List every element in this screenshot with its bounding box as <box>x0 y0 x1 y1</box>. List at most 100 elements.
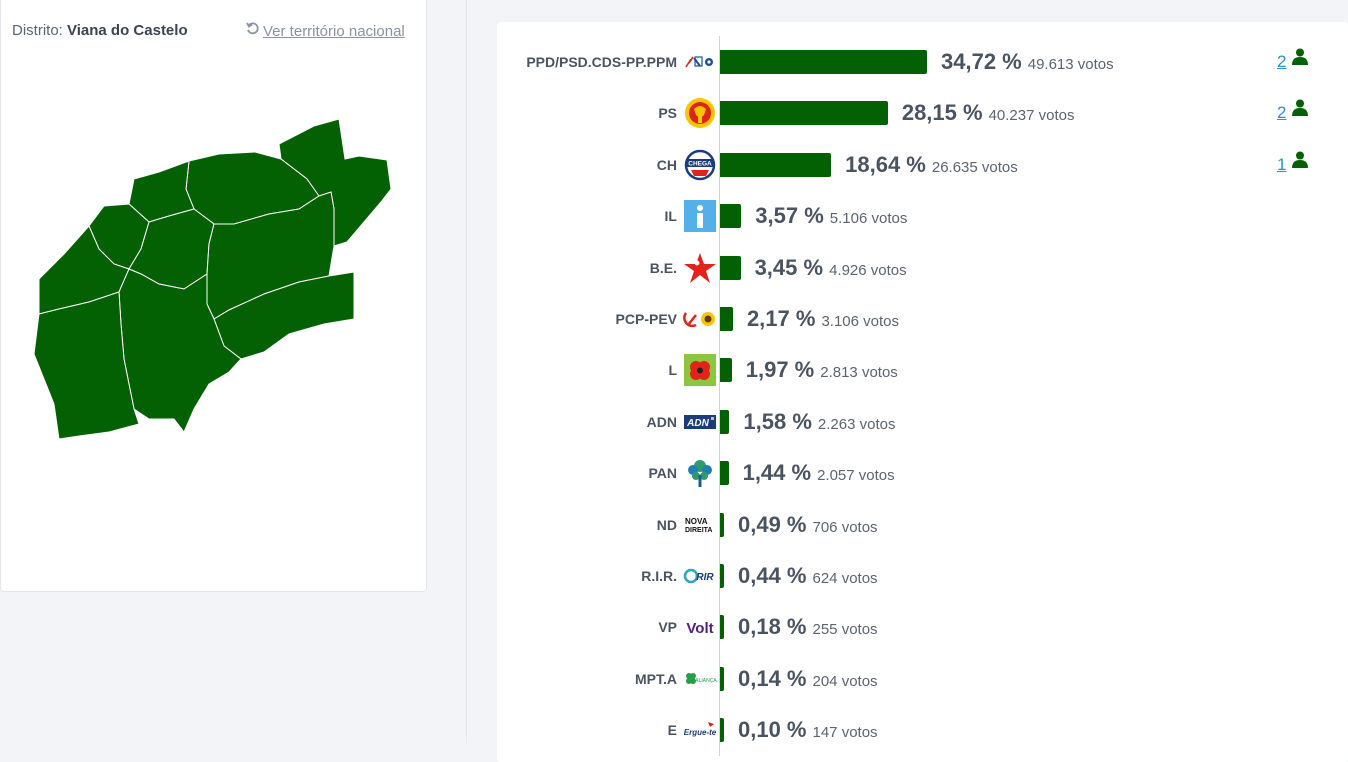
district-map <box>33 118 392 440</box>
result-values: 18,64 % 26.635 votos <box>845 148 1018 182</box>
result-row: MPT.A ALIANÇA 0,14 % 204 votos <box>497 662 1348 696</box>
party-name: PS <box>658 105 677 122</box>
vote-count: 4.926 votos <box>829 261 907 279</box>
seat-count-link[interactable]: 2 <box>1277 103 1287 123</box>
svg-text:ALIANÇA: ALIANÇA <box>695 678 717 684</box>
party-name: IL <box>664 208 677 225</box>
adn-logo: ADN <box>683 406 717 438</box>
result-bar[interactable] <box>720 409 730 434</box>
result-row: B.E. 3,45 % 4.926 votos <box>497 251 1348 285</box>
volt-logo: Volt <box>683 611 717 643</box>
district-map-card: Distrito: Viana do Castelo Ver territóri… <box>0 0 427 592</box>
percentage-value: 3,45 % <box>754 254 824 280</box>
party-name: VP <box>658 619 677 636</box>
chega-logo: CHEGA <box>683 149 717 181</box>
result-bar[interactable] <box>720 564 724 588</box>
chart-axis-line <box>719 36 720 756</box>
party-name: PPD/PSD.CDS-PP.PPM <box>526 54 677 70</box>
percentage-value: 0,44 % <box>738 563 807 588</box>
svg-text:NOVA: NOVA <box>685 517 708 526</box>
rir-logo: RIR <box>683 560 717 592</box>
panel-divider <box>466 0 467 743</box>
district-name: Viana do Castelo <box>67 22 188 39</box>
party-name: ND <box>656 516 677 533</box>
alianca-clover-logo: ALIANÇA <box>683 663 717 695</box>
person-icon <box>1292 44 1309 78</box>
percentage-value: 0,18 % <box>738 614 807 640</box>
ergue-te-logo: Ergue-te <box>683 714 717 746</box>
result-values: 0,14 % 204 votos <box>738 662 878 696</box>
svg-text:Volt: Volt <box>686 620 713 637</box>
percentage-value: 2,17 % <box>746 306 816 331</box>
result-values: 2,17 % 3.106 votos <box>747 302 899 336</box>
result-row: L 1,97 % 2.813 votos <box>497 353 1348 387</box>
party-name: CH <box>656 156 677 173</box>
seat-count-link[interactable]: 2 <box>1277 52 1287 71</box>
party-name: PAN <box>648 465 677 482</box>
percentage-value: 3,57 % <box>755 203 824 229</box>
percentage-value: 1,44 % <box>742 460 812 486</box>
result-row: PPD/PSD.CDS-PP.PPM 34,72 % 49.613 votos 2 <box>497 45 1348 79</box>
vote-count: 147 votos <box>812 724 878 742</box>
result-bar[interactable] <box>720 101 888 126</box>
iniciativa-liberal-logo <box>683 200 717 233</box>
result-row: ND NOVA DIREITA 0,49 % 706 votos <box>497 508 1348 542</box>
result-bar[interactable] <box>720 512 724 537</box>
municipality-viana-castelo[interactable] <box>33 291 140 440</box>
nova-direita-logo: NOVA DIREITA <box>683 509 717 541</box>
result-bar[interactable] <box>720 50 927 74</box>
vote-count: 2.813 votos <box>820 364 898 382</box>
party-name: L <box>668 362 677 379</box>
result-values: 0,49 % 706 votos <box>738 508 878 542</box>
vote-count: 2.057 votos <box>817 467 895 485</box>
party-name: R.I.R. <box>641 568 677 584</box>
seat-count-link[interactable]: 1 <box>1277 154 1287 174</box>
result-row: PCP-PEV 2,17 % 3.106 votos <box>497 302 1348 336</box>
result-values: 0,18 % 255 votos <box>738 610 878 644</box>
percentage-value: 1,97 % <box>745 357 815 383</box>
result-values: 34,72 % 49.613 votos <box>941 45 1114 79</box>
result-bar[interactable] <box>720 718 724 743</box>
result-bar[interactable] <box>720 666 724 691</box>
vote-count: 26.635 votos <box>931 158 1018 176</box>
result-bar[interactable] <box>720 255 741 280</box>
district-label: Distrito: <box>12 22 63 39</box>
result-values: 0,44 % 624 votos <box>738 559 878 593</box>
result-bar[interactable] <box>720 152 832 177</box>
percentage-value: 34,72 % <box>941 49 1022 74</box>
result-row: IL 3,57 % 5.106 votos <box>497 199 1348 233</box>
result-values: 3,57 % 5.106 votos <box>755 199 907 233</box>
result-bar[interactable] <box>720 615 724 640</box>
result-values: 1,58 % 2.263 votos <box>743 405 895 439</box>
svg-text:CHEGA: CHEGA <box>688 160 712 167</box>
national-link-text: Ver território nacional <box>263 23 405 40</box>
result-values: 1,44 % 2.057 votos <box>743 456 895 490</box>
pan-tree-logo <box>683 457 717 489</box>
result-row: ADN ADN 1,58 % 2.263 votos <box>497 405 1348 439</box>
cdu-hammer-sunflower-logo <box>683 303 717 335</box>
livre-poppy-logo <box>683 354 717 387</box>
bloco-star-logo <box>683 252 717 284</box>
vote-count: 40.237 votos <box>988 107 1075 125</box>
result-bar[interactable] <box>720 358 732 383</box>
vote-count: 2.263 votos <box>817 415 896 433</box>
result-bar[interactable] <box>720 461 729 486</box>
party-name: MPT.A <box>635 670 677 687</box>
percentage-value: 0,14 % <box>738 665 807 691</box>
seat-indicator: 1 <box>1277 148 1309 182</box>
results-chart: PPD/PSD.CDS-PP.PPM 34,72 % 49.613 votos 2 PS… <box>497 22 1348 762</box>
seat-indicator: 2 <box>1277 96 1309 130</box>
party-name: ADN <box>646 413 677 430</box>
vote-count: 624 votos <box>812 570 878 587</box>
svg-text:Ergue-te: Ergue-te <box>684 728 717 737</box>
result-values: 3,45 % 4.926 votos <box>755 251 907 285</box>
result-values: 1,97 % 2.813 votos <box>746 353 898 387</box>
svg-text:DIREITA: DIREITA <box>685 527 712 534</box>
seat-indicator: 2 <box>1277 44 1309 79</box>
result-row: VP Volt 0,18 % 255 votos <box>497 610 1348 644</box>
party-name: B.E. <box>649 259 677 276</box>
vote-count: 706 votos <box>812 518 878 536</box>
result-bar[interactable] <box>720 204 742 229</box>
result-bar[interactable] <box>720 307 733 331</box>
national-territory-link[interactable]: Ver território nacional <box>246 22 405 40</box>
